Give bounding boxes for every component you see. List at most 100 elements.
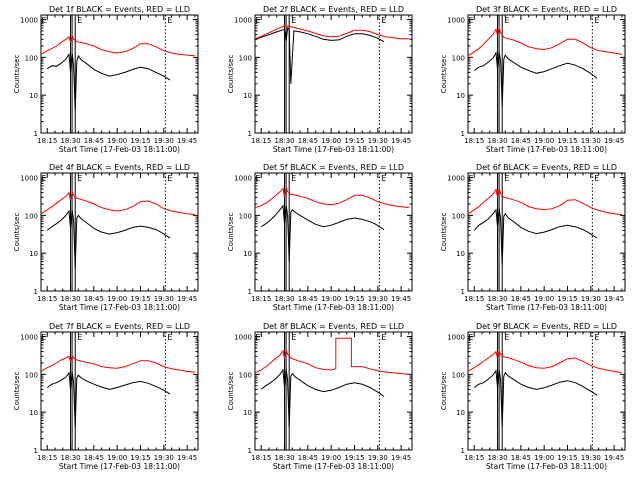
y-tick-label: 1	[461, 447, 465, 455]
lld-series-line	[40, 189, 195, 216]
x-tick-label: 18:15	[37, 454, 57, 462]
y-tick-label: 1	[461, 130, 465, 138]
marker-label: E	[41, 333, 46, 342]
x-tick-label: 18:15	[464, 295, 484, 303]
x-tick-label: 19:15	[557, 137, 577, 145]
lld-series-line	[254, 25, 409, 40]
events-series-line	[46, 371, 171, 428]
y-tick-label: 10	[456, 409, 465, 417]
x-tick-label: 18:30	[274, 137, 294, 145]
x-tick-label: 19:15	[557, 454, 577, 462]
y-tick-label: 100	[25, 371, 38, 379]
x-tick-label: 19:45	[604, 137, 624, 145]
marker-label: E	[594, 333, 599, 342]
y-tick-label: 1000	[234, 17, 252, 25]
x-tick-label: 18:45	[298, 295, 318, 303]
y-tick-label: 1000	[447, 175, 465, 183]
x-tick-label: 19:30	[154, 137, 174, 145]
lld-series-line	[467, 25, 622, 57]
events-series-line	[473, 369, 598, 428]
x-axis-label: Start Time (17-Feb-03 18:11:00)	[273, 145, 394, 154]
x-tick-label: 19:15	[344, 295, 364, 303]
y-tick-label: 10	[456, 250, 465, 258]
marker-label: E	[381, 174, 386, 183]
detector-panel: Det 4f BLACK = Events, RED = LLD 1 10 100 10…	[13, 163, 199, 312]
y-tick-label: 100	[452, 54, 465, 62]
detector-panel: Det 1f BLACK = Events, RED = LLD 1 10 100 10…	[13, 5, 199, 154]
x-tick-label: 19:00	[534, 295, 554, 303]
x-tick-label: 19:00	[534, 454, 554, 462]
x-tick-label: 18:45	[84, 295, 104, 303]
x-tick-label: 19:15	[130, 454, 150, 462]
y-tick-label: 1000	[447, 17, 465, 25]
detector-panel: Det 3f BLACK = Events, RED = LLD 1 10 100 10…	[440, 5, 626, 154]
x-tick-label: 19:30	[154, 454, 174, 462]
x-tick-label: 19:30	[581, 295, 601, 303]
x-tick-label: 18:30	[60, 137, 80, 145]
x-tick-label: 19:45	[177, 295, 197, 303]
x-tick-label: 19:15	[344, 454, 364, 462]
marker-label: E	[167, 333, 172, 342]
x-tick-label: 19:30	[154, 295, 174, 303]
marker-label: E	[255, 174, 260, 183]
panel-title: Det 6f BLACK = Events, RED = LLD	[476, 163, 617, 172]
x-tick-label: 19:30	[581, 454, 601, 462]
plot-frame	[254, 14, 413, 134]
marker-label: E	[77, 16, 82, 25]
y-tick-label: 1	[248, 447, 252, 455]
x-tick-label: 18:45	[298, 454, 318, 462]
marker-label: E	[381, 333, 386, 342]
y-tick-label: 1	[248, 130, 252, 138]
panel-title: Det 1f BLACK = Events, RED = LLD	[49, 5, 190, 14]
lld-series-line	[467, 349, 622, 374]
panel-title: Det 9f BLACK = Events, RED = LLD	[476, 322, 617, 331]
lld-series-line	[40, 353, 195, 373]
marker-label: E	[291, 333, 296, 342]
x-tick-label: 19:30	[368, 137, 388, 145]
x-tick-label: 18:15	[37, 137, 57, 145]
x-tick-label: 19:00	[321, 295, 341, 303]
detector-panel: Det 7f BLACK = Events, RED = LLD 1 10 100 10…	[13, 322, 199, 471]
y-tick-label: 100	[452, 371, 465, 379]
marker-label: E	[77, 333, 82, 342]
marker-label: E	[41, 16, 46, 25]
lld-series-line	[254, 186, 409, 209]
events-series-line	[46, 52, 171, 111]
events-series-line	[473, 51, 598, 107]
x-tick-label: 18:30	[274, 454, 294, 462]
marker-label: E	[291, 174, 296, 183]
y-axis-label: Counts/sec	[440, 55, 448, 94]
x-axis-label: Start Time (17-Feb-03 18:11:00)	[59, 145, 180, 154]
y-axis-label: Counts/sec	[440, 213, 448, 252]
marker-label: E	[77, 174, 82, 183]
x-tick-label: 18:15	[37, 295, 57, 303]
x-tick-label: 18:45	[84, 454, 104, 462]
marker-label: E	[504, 333, 509, 342]
events-series-line	[260, 204, 385, 262]
marker-label: E	[255, 333, 260, 342]
x-axis-label: Start Time (17-Feb-03 18:11:00)	[59, 462, 180, 471]
detector-panel: Det 8f BLACK = Events, RED = LLD 1 10 100 10…	[227, 322, 413, 471]
detector-panel: Det 2f BLACK = Events, RED = LLD 1 10 100 10…	[227, 5, 413, 154]
x-tick-label: 19:45	[391, 137, 411, 145]
x-tick-label: 19:15	[344, 137, 364, 145]
x-tick-label: 19:00	[321, 137, 341, 145]
x-tick-label: 18:45	[511, 295, 531, 303]
x-tick-label: 19:45	[604, 454, 624, 462]
x-tick-label: 18:15	[464, 137, 484, 145]
y-tick-label: 100	[452, 212, 465, 220]
y-tick-label: 1000	[447, 334, 465, 342]
x-tick-label: 18:30	[487, 137, 507, 145]
plot-frame	[467, 172, 626, 292]
x-tick-label: 18:45	[511, 137, 531, 145]
events-series-line	[46, 209, 171, 269]
y-axis-label: Counts/sec	[440, 372, 448, 411]
x-tick-label: 19:15	[130, 137, 150, 145]
marker-label: E	[41, 174, 46, 183]
marker-label: E	[594, 16, 599, 25]
x-tick-label: 19:45	[391, 454, 411, 462]
x-tick-label: 18:30	[487, 295, 507, 303]
x-tick-label: 19:00	[107, 295, 127, 303]
y-axis-label: Counts/sec	[227, 372, 235, 411]
marker-label: E	[468, 174, 473, 183]
